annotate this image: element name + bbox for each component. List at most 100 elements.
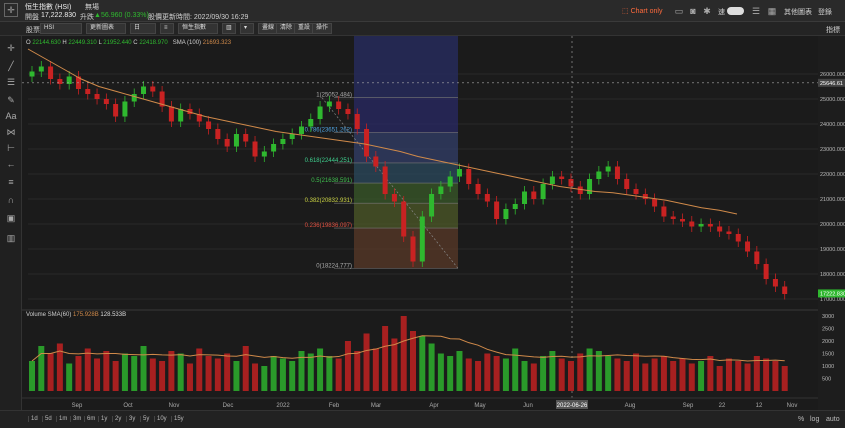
volume-bar [577,353,584,391]
folder-icon[interactable]: ▭ [674,6,684,16]
volume-bar [447,356,454,391]
more-button[interactable]: ▾ [240,23,254,34]
timeframe-1m[interactable]: 1m [56,416,69,422]
market-status: 無場 [85,4,99,11]
timeframe-3m[interactable]: 3m [70,416,83,422]
timeframe-5d[interactable]: 5d [42,416,54,422]
trash-icon[interactable]: ▥ [6,233,16,243]
volume-bar [400,316,407,391]
low-value: 21952.440 [103,40,132,46]
indicator-select[interactable]: 恒生指數 [178,23,218,34]
volume-tick-label: 3000 [822,314,834,320]
camera-icon[interactable]: ◙ [690,6,696,16]
indicators-label[interactable]: 指標 [826,27,840,34]
line-tool-icon[interactable]: ╱ [8,61,14,71]
timeframe-1y[interactable]: 1y [98,416,109,422]
volume-bar [475,361,482,391]
volume-bar [670,361,677,391]
period-select[interactable]: 日 [130,23,156,34]
volume-bar [326,356,333,391]
symbol-input[interactable]: HSI [40,23,82,34]
fib-level-label: 0.5(21638.591) [311,178,352,184]
pattern-tool-icon[interactable]: ⋈ [6,127,16,137]
volume-bar [56,343,63,391]
timeframe-3y[interactable]: 3y [126,416,137,422]
candle-body [540,184,546,199]
timeframe-6m[interactable]: 6m [84,416,97,422]
volume-tick-label: 2500 [822,327,834,333]
update-time: 股價更新時間: 2022/09/30 16:29 [148,14,249,21]
candle-body [605,166,611,172]
grid-icon[interactable]: ▦ [767,6,777,16]
volume-bar [75,356,82,391]
volume-bar [214,358,221,391]
open-label: O [26,40,31,46]
clear-button[interactable]: 清除 [276,23,297,34]
candle-body [614,166,620,179]
volume-bar [298,351,305,391]
operate-button[interactable]: 操作 [312,23,333,34]
ohlc-legend: O 22144.630 H 22449.310 L 21952.440 C 22… [26,40,231,46]
candle-body [215,129,221,139]
timeframe-1d[interactable]: 1d [28,416,40,422]
menu-icon: ≡ [164,25,168,31]
volume-bar [112,361,119,391]
text-tool-icon[interactable]: Aa [5,111,17,121]
volume-bar [372,348,379,391]
candle-body [624,179,630,189]
ruler-tool-icon[interactable]: ⊢ [7,143,15,153]
scale-log[interactable]: log [810,416,820,423]
candle-body [298,126,304,134]
timeframe-15y[interactable]: 15y [171,416,186,422]
time-tick-label: 12 [756,403,763,409]
measure-icon[interactable]: ≡ [8,177,14,187]
lock-icon[interactable]: ▣ [6,213,16,223]
chart-type-select[interactable]: 更新圖表 [86,23,126,34]
more-charts-button[interactable]: 其他圖表 [784,9,812,16]
magnet-icon[interactable]: ∩ [7,195,15,205]
gear-icon[interactable]: ✱ [703,6,711,16]
time-tick-label: Aug [625,403,636,409]
period-menu-button[interactable]: ≡ [160,23,174,34]
price-chart[interactable]: 1(25052.484) 0.786(23651.262) 0.618(22444.… [22,36,818,410]
candle-body [717,226,723,232]
crosshair-icon[interactable]: ✛ [4,3,18,17]
draw-button[interactable]: 畫線 [258,23,279,34]
chart-only-button[interactable]: ⬚ Chart only [622,7,662,15]
timeframe-10y[interactable]: 10y [154,416,169,422]
speed-toggle[interactable] [727,7,744,15]
pen-tool-icon[interactable]: ✎ [7,95,15,105]
volume-bar [363,333,370,391]
list-icon[interactable]: ☰ [751,6,761,16]
scale-auto[interactable]: auto [826,416,840,423]
scale-percent[interactable]: % [798,416,805,423]
crosshair-tool-icon[interactable]: ✛ [7,43,15,53]
bar-chart-icon: ▥ [226,25,232,31]
volume-bar [29,361,35,391]
close-label: 開盤 [25,14,39,21]
candle-body [456,169,462,177]
timeframe-2y[interactable]: 2y [112,416,123,422]
bar-chart-button[interactable]: ▥ [222,23,236,34]
time-tick-label: Jun [523,403,533,409]
price-tick-label: 18000.000 [820,272,845,278]
price-tick-label: 19000.000 [820,247,845,253]
candle-body [364,129,370,157]
reset-button[interactable]: 重設 [294,23,315,34]
candle-body [206,121,212,129]
volume-bar [242,346,249,391]
volume-bar [484,353,491,391]
volume-bar [763,358,770,391]
lines-tool-icon[interactable]: ☰ [6,77,16,87]
volume-bar [660,356,667,391]
price-axis [818,36,845,410]
volume-bar [549,351,556,391]
candle-body [522,191,528,204]
login-button[interactable]: 登錄 [818,9,832,16]
candle-body [652,199,658,207]
timeframe-5y[interactable]: 5y [140,416,151,422]
time-tick-label: Sep [72,403,83,409]
candle-body [559,176,565,179]
arrow-left-icon[interactable]: ← [6,159,16,169]
candle-body [336,101,342,109]
